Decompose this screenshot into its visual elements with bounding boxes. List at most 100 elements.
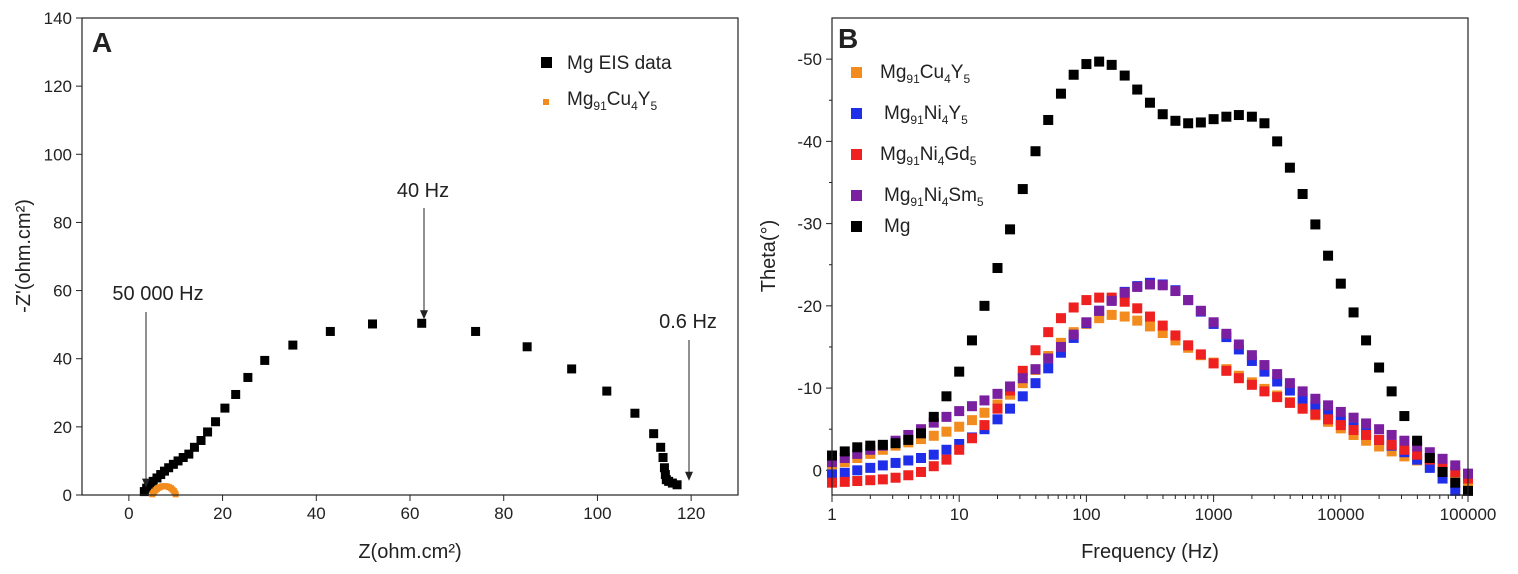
data-point-mg-eis [672,480,682,490]
data-point-series-2 [1081,295,1092,306]
legend-label-b-mg91ni4gd5: Mg91Ni4Gd5 [880,144,977,168]
data-point-mg-eis [649,429,659,439]
y-tick-label: 100 [44,145,72,164]
data-point-series-3 [1284,378,1295,389]
x-tick-label: 120 [677,504,705,523]
data-point-series-2 [1374,434,1385,445]
data-point-series-3 [1399,435,1410,446]
data-point-series-2 [1233,373,1244,384]
data-point-mg-eis [667,478,677,488]
data-point-series-4 [1323,250,1334,261]
data-point-series-2 [1259,386,1270,397]
data-point-series-0 [1374,441,1385,452]
data-point-series-1 [1272,376,1283,387]
data-point-series-3 [839,452,850,463]
data-point-series-2 [1195,349,1206,360]
data-point-series-2 [1284,397,1295,408]
data-point-series-4 [1437,466,1448,477]
y-tick-label: -50 [797,50,822,69]
data-point-series-1 [903,455,914,466]
data-point-mg-eis [231,389,241,399]
data-point-series-0 [928,430,939,441]
annotation-arrowhead [685,471,693,481]
data-point-series-3 [928,417,939,428]
data-point-series-2 [1055,313,1066,324]
data-point-series-3 [1017,373,1028,384]
y-tick-label: 140 [44,9,72,28]
data-point-series-4 [941,391,952,402]
data-point-series-2 [865,475,876,486]
data-point-series-1 [1310,401,1321,412]
data-point-series-4 [1119,70,1130,81]
data-point-series-4 [928,411,939,422]
data-point-series-3 [1144,279,1155,290]
data-point-series-1 [1284,385,1295,396]
data-point-series-4 [865,440,876,451]
data-point-series-2 [979,420,990,431]
data-point-series-2 [1297,403,1308,414]
x-tick-label: 60 [401,504,420,523]
panel-b-y-axis-label: Theta(°) [758,220,780,292]
data-point-series-3 [1043,353,1054,364]
data-point-series-4 [1068,69,1079,80]
panel-a-legend: Mg EIS data Mg91Cu4Y5 [541,53,672,113]
legend-label-b-mg91cu4y5: Mg91Cu4Y5 [880,62,970,86]
y-tick-label: -40 [797,132,822,151]
data-point-series-3 [979,395,990,406]
legend-label-b-mg: Mg [884,216,910,237]
data-point-mg-eis [211,417,221,427]
data-point-series-3 [1335,406,1346,417]
data-point-mg-eis [417,318,427,328]
data-point-series-3 [1259,360,1270,371]
x-tick-label: 10 [950,505,969,524]
data-point-series-4 [1399,411,1410,422]
data-point-series-3 [1233,339,1244,350]
data-point-series-0 [916,434,927,445]
data-point-series-3 [1221,328,1232,339]
x-tick-label: 0 [124,504,133,523]
x-tick-label: 80 [494,504,513,523]
legend-marker-mg91cu4y5 [543,99,549,105]
data-point-series-3 [1424,447,1435,458]
data-point-series-2 [877,474,888,485]
data-point-series-3 [1068,329,1079,340]
data-point-series-4 [1335,278,1346,289]
legend-marker-b-mg91cu4y5 [851,67,862,78]
x-tick-label: 40 [307,504,326,523]
data-point-series-1 [1017,391,1028,402]
y-tick-label: -10 [797,379,822,398]
data-point-series-2 [1348,425,1359,436]
data-point-series-4 [1361,335,1372,346]
data-point-series-3 [1157,280,1168,291]
legend-marker-b-mg [851,221,862,232]
data-point-series-4 [903,434,914,445]
data-point-series-2 [1017,365,1028,376]
data-point-series-2 [916,466,927,477]
data-point-series-3 [941,411,952,422]
data-point-series-4 [1412,435,1423,446]
data-point-series-0 [1132,315,1143,326]
panel-b-label: B [838,23,858,54]
data-point-series-3 [1195,305,1206,316]
panel-a-x-axis-label: Z(ohm.cm²) [358,541,461,563]
panel-b-chart: B 1 10 100 1000 10000 1000000-10-20-30-40-50 … [758,17,1496,563]
data-point-series-2 [1208,358,1219,369]
data-point-series-2 [992,403,1003,414]
data-point-series-4 [1221,111,1232,122]
data-point-series-4 [966,335,977,346]
annotation-arrowhead [420,310,428,320]
data-point-series-1 [928,449,939,460]
data-point-series-2 [1119,296,1130,307]
data-point-mg-eis [164,463,174,473]
y-tick-label: 0 [813,461,822,480]
data-point-series-1 [890,457,901,468]
data-point-series-1 [1450,485,1461,496]
data-point-series-1 [1246,355,1257,366]
data-point-series-2 [954,444,965,455]
legend-label-b-mg91ni4y5: Mg91Ni4Y5 [884,103,968,127]
data-point-series-2 [1068,302,1079,313]
data-point-series-0 [954,421,965,432]
data-point-series-0 [1144,321,1155,332]
data-point-series-2 [1170,330,1181,341]
